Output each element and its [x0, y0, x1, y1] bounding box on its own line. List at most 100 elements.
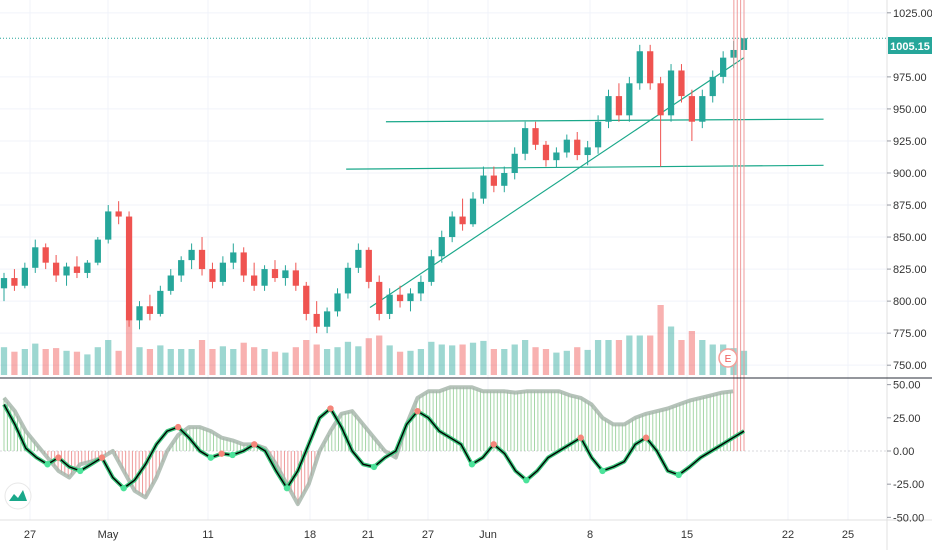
volume-bar: [615, 340, 623, 375]
volume-bar: [73, 351, 81, 375]
price-tick-label: 1025.00: [893, 8, 932, 20]
price-tick-label: 900.00: [893, 168, 927, 180]
osc-tick-label: 25.00: [893, 413, 921, 425]
volume-bar: [313, 344, 320, 375]
volume-bar: [63, 350, 70, 375]
oscillator-pane[interactable]: [0, 0, 887, 507]
candle-body: [261, 269, 268, 286]
time-tick-label: 8: [587, 529, 593, 541]
volume-bar: [553, 352, 560, 375]
volume-bar: [125, 305, 133, 375]
volume-bar: [376, 335, 383, 375]
candle-body: [323, 311, 331, 327]
candle-body: [271, 269, 279, 279]
volume-bar: [407, 350, 414, 375]
volume-bar: [522, 340, 529, 375]
osc-cross-down-marker: [251, 441, 258, 448]
volume-bar: [417, 349, 425, 375]
last-price-label: 1005.15: [890, 41, 930, 53]
osc-cross-up-marker: [283, 484, 291, 492]
volume-bar: [365, 338, 372, 375]
candle-body: [313, 313, 320, 327]
lower-horizontal-line: [346, 164, 824, 170]
candlestick-series[interactable]: [0, 32, 748, 334]
candle-body: [125, 216, 133, 321]
volume-bar: [396, 351, 404, 375]
osc-cross-down-marker: [414, 407, 421, 415]
osc-cross-up-marker: [468, 461, 476, 468]
time-tick-label: 25: [842, 529, 854, 541]
volume-bar: [136, 347, 143, 375]
volume-bar: [167, 349, 174, 375]
volume-bar: [657, 305, 664, 375]
candle-body: [136, 306, 143, 321]
price-tick-label: 950.00: [893, 104, 927, 116]
candle-body: [720, 57, 727, 77]
candle-body: [105, 211, 112, 240]
volume-bar: [355, 346, 362, 375]
volume-bar: [584, 349, 591, 375]
osc-tick-label: 50.00: [893, 380, 921, 392]
time-tick-label: 21: [362, 529, 374, 541]
volume-bar: [32, 343, 39, 375]
tradingview-logo-icon[interactable]: [4, 482, 32, 510]
price-tick-label: 925.00: [893, 136, 927, 148]
volume-bar: [230, 349, 237, 375]
candle-body: [365, 249, 372, 282]
volume-bar: [469, 342, 477, 375]
volume-bar: [386, 345, 393, 375]
candle-body: [469, 198, 477, 225]
candle-body: [63, 266, 70, 276]
candle-body: [84, 262, 91, 273]
candle-body: [209, 269, 216, 282]
volume-bar: [449, 345, 456, 375]
candle-body: [657, 83, 664, 116]
candle-body: [355, 249, 362, 268]
candle-body: [240, 252, 247, 276]
volume-bar: [480, 340, 487, 375]
volume-bar: [490, 349, 497, 375]
osc-slow-line: [2, 385, 734, 507]
volume-bar: [251, 347, 258, 375]
oscillator-axis[interactable]: 50.00 25.00 0.00 -25.00 -50.00: [887, 380, 924, 525]
volume-bar: [532, 347, 539, 375]
time-tick-label: 18: [304, 529, 316, 541]
candle-body: [115, 211, 122, 217]
candle-body: [376, 281, 383, 314]
volume-bar: [323, 349, 331, 375]
candle-body: [522, 128, 529, 154]
candle-body: [219, 262, 226, 282]
volume-bar: [240, 342, 247, 375]
volume-bar: [105, 340, 112, 375]
earnings-badge[interactable]: E: [718, 348, 738, 368]
volume-bar: [428, 341, 435, 375]
time-tick-label: 22: [782, 529, 794, 541]
last-price-badge: 1005.15: [888, 37, 932, 54]
candle-body: [532, 128, 539, 145]
price-axis[interactable]: 1025.00 975.00 950.00 925.00 900.00 875.00 850…: [887, 8, 932, 372]
osc-cross-up-marker: [76, 467, 84, 475]
candle-body: [605, 96, 612, 122]
price-tick-label: 875.00: [893, 200, 927, 212]
candle-body: [230, 252, 237, 263]
volume-bars: [0, 305, 748, 375]
time-axis[interactable]: 27 May 11 18 21 27 Jun 8 15 22 25: [24, 529, 854, 541]
candle-body: [167, 275, 174, 291]
osc-cross-up-marker: [207, 454, 214, 461]
volume-bar: [699, 340, 706, 375]
candle-body: [584, 147, 591, 156]
candle-body: [626, 83, 633, 116]
candle-body: [563, 139, 570, 153]
candle-body: [438, 237, 445, 257]
volume-bar: [94, 347, 101, 375]
volume-bar: [0, 347, 8, 375]
volume-bar: [42, 349, 49, 375]
volume-bar: [688, 331, 696, 375]
candle-body: [688, 96, 696, 122]
volume-bar: [271, 351, 279, 375]
volume-bar: [292, 347, 299, 375]
volume-bar: [626, 335, 633, 375]
volume-bar: [115, 350, 122, 375]
